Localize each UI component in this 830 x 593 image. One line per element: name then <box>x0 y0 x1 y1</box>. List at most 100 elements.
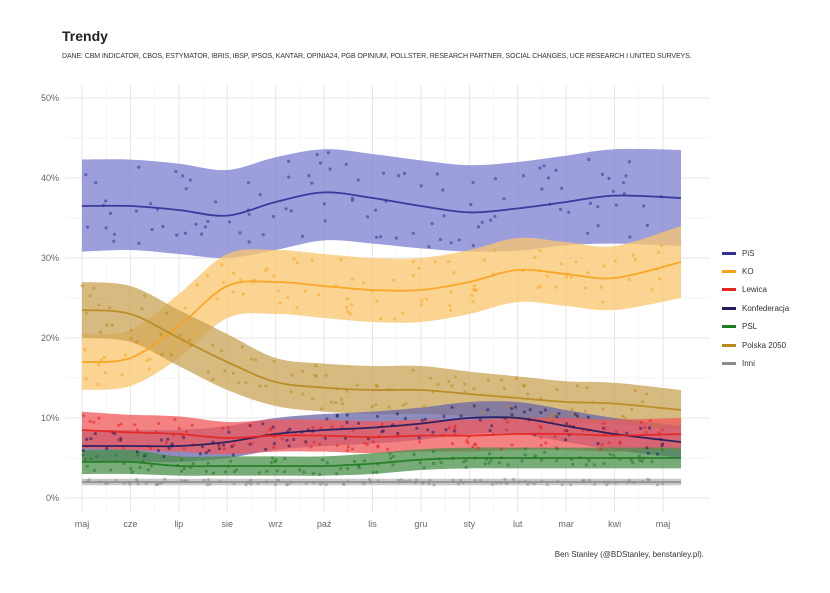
poll-point <box>137 241 141 245</box>
poll-point <box>506 463 510 467</box>
poll-point <box>596 441 600 446</box>
poll-point <box>601 407 605 411</box>
poll-point <box>172 347 176 351</box>
poll-point <box>551 412 555 416</box>
poll-point <box>339 467 343 471</box>
poll-point <box>244 483 248 487</box>
poll-point <box>220 263 224 267</box>
poll-point <box>510 443 514 447</box>
poll-point <box>642 204 646 208</box>
poll-point <box>571 462 575 466</box>
poll-point <box>96 382 100 387</box>
poll-point <box>292 437 296 442</box>
chart-title: Trendy <box>62 28 108 44</box>
poll-point <box>315 153 319 157</box>
poll-point <box>203 225 207 229</box>
poll-point <box>490 482 495 486</box>
poll-point <box>596 205 600 209</box>
poll-point <box>470 293 474 297</box>
x-tick-label: cze <box>123 519 137 529</box>
poll-point <box>396 431 400 436</box>
poll-point <box>422 466 426 470</box>
poll-point <box>246 181 251 185</box>
poll-point <box>453 426 457 430</box>
poll-point <box>221 426 225 430</box>
poll-point <box>453 375 457 379</box>
poll-point <box>588 201 593 205</box>
poll-point <box>472 404 476 408</box>
trend-line-psl <box>81 456 681 468</box>
poll-point <box>129 328 133 332</box>
poll-point <box>314 374 318 378</box>
poll-point <box>155 483 159 487</box>
poll-point <box>324 373 328 377</box>
poll-point <box>469 202 473 207</box>
poll-point <box>515 376 519 380</box>
poll-point <box>528 408 532 412</box>
poll-point <box>137 165 141 169</box>
poll-point <box>393 317 397 321</box>
poll-point <box>511 477 516 481</box>
poll-point <box>335 472 339 476</box>
poll-point <box>472 387 476 391</box>
poll-point <box>167 446 171 450</box>
poll-point <box>273 483 277 487</box>
poll-point <box>450 405 454 409</box>
poll-point <box>418 440 422 444</box>
poll-point <box>241 292 245 296</box>
x-tick-label: paź <box>317 519 332 529</box>
poll-point <box>479 478 483 482</box>
trend-line-pis <box>81 191 682 217</box>
poll-point <box>109 468 113 472</box>
poll-point <box>459 414 463 418</box>
poll-point <box>194 222 198 226</box>
poll-point <box>395 412 399 416</box>
poll-point <box>376 444 380 448</box>
legend-label: PiS <box>742 248 755 258</box>
poll-point <box>184 429 188 434</box>
poll-point <box>623 416 627 420</box>
poll-point <box>576 414 580 418</box>
poll-point <box>415 426 419 430</box>
poll-point <box>97 363 101 367</box>
poll-point <box>265 469 269 473</box>
poll-point <box>389 456 393 460</box>
poll-point <box>553 435 557 439</box>
poll-point <box>638 458 642 462</box>
poll-point <box>105 323 109 327</box>
poll-point <box>206 478 210 482</box>
x-tick-label: wrz <box>268 519 283 529</box>
poll-point <box>98 330 102 334</box>
poll-point <box>471 299 475 304</box>
poll-point <box>543 450 547 454</box>
poll-point <box>476 225 480 229</box>
poll-point <box>180 469 184 473</box>
poll-point <box>81 453 85 457</box>
poll-point <box>211 471 216 475</box>
poll-point <box>464 465 468 469</box>
poll-point <box>128 482 132 486</box>
poll-point <box>493 214 497 218</box>
poll-point <box>564 422 569 426</box>
poll-point <box>539 436 543 440</box>
poll-point <box>447 426 452 430</box>
poll-point <box>650 288 654 292</box>
poll-point <box>138 465 142 470</box>
poll-point <box>206 461 210 465</box>
poll-point <box>182 446 186 450</box>
poll-point <box>318 442 322 446</box>
poll-point <box>342 482 346 487</box>
poll-point <box>272 359 276 364</box>
poll-point <box>247 212 251 216</box>
poll-point <box>240 345 244 349</box>
poll-point <box>446 260 451 264</box>
poll-point <box>526 482 530 486</box>
poll-point <box>217 447 222 451</box>
poll-point <box>328 167 332 171</box>
band-pis <box>82 148 681 259</box>
poll-point <box>607 441 611 445</box>
poll-point <box>135 428 140 432</box>
poll-point <box>555 458 559 463</box>
poll-point <box>340 402 344 406</box>
poll-point <box>439 460 443 465</box>
